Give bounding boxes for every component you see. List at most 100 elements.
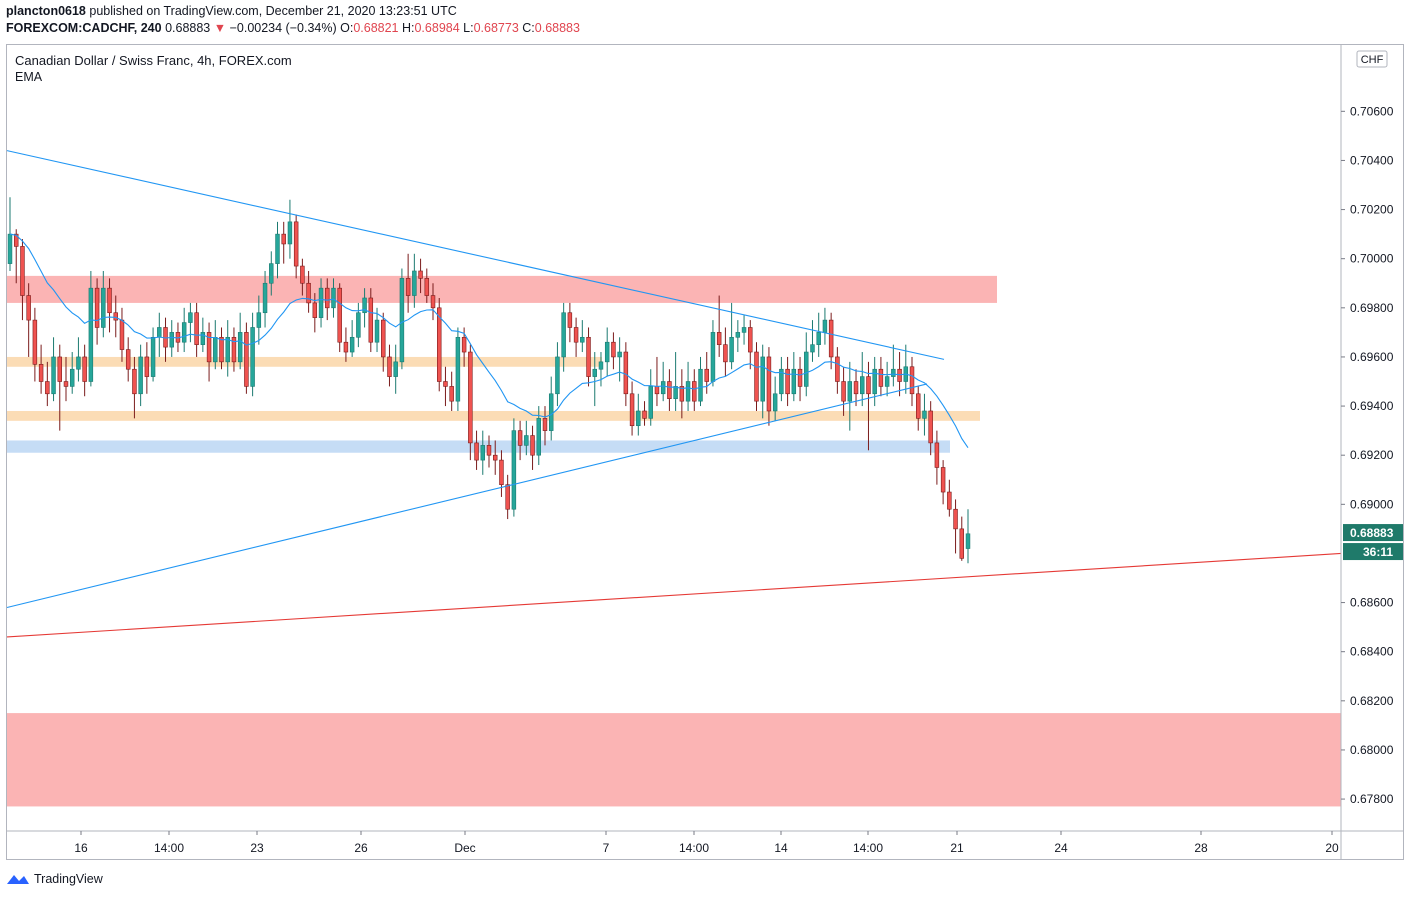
candle-body: [188, 312, 193, 323]
candle-body: [517, 430, 523, 446]
candle-body: [816, 332, 821, 345]
candle-body: [387, 356, 392, 377]
price-tick-label: 0.67800: [1350, 792, 1394, 806]
time-tick-label: 26: [354, 841, 368, 855]
candle-body: [866, 376, 871, 395]
candle-body: [82, 356, 87, 382]
candle-body: [636, 410, 641, 427]
ascending-trendline: [6, 383, 928, 609]
candle-body: [604, 341, 610, 363]
candle-body: [623, 351, 629, 395]
candle-body: [393, 361, 398, 377]
candle-body: [928, 410, 933, 444]
candle-body: [548, 393, 554, 431]
candle-body: [791, 368, 797, 395]
time-tick-label: 16: [74, 841, 88, 855]
price-tick-label: 0.68000: [1350, 743, 1394, 757]
candle-body: [349, 336, 355, 353]
last-price: 0.68883: [165, 21, 211, 35]
candle-body: [275, 233, 280, 264]
candle-body: [822, 319, 828, 333]
candle-body: [132, 368, 137, 395]
candle-body: [716, 332, 722, 345]
candle-body: [262, 282, 268, 314]
candle-body: [362, 297, 367, 314]
candle-body: [206, 332, 212, 363]
candle-body: [101, 287, 106, 328]
candle-body: [872, 368, 877, 395]
candle-body: [7, 233, 13, 264]
candle-body: [269, 263, 274, 284]
candle-body: [312, 302, 318, 318]
price-tick-label: 0.69000: [1350, 497, 1394, 511]
price-tick-label: 0.68400: [1350, 645, 1394, 659]
candle-body: [760, 356, 765, 402]
candle-body: [841, 381, 846, 402]
candle-body: [735, 332, 741, 338]
published-text: published on TradingView.com, December 2…: [89, 4, 457, 18]
open-value: 0.68821: [353, 21, 399, 35]
candle-body: [835, 356, 840, 382]
candle-body: [729, 336, 734, 363]
author-name[interactable]: plancton0618: [6, 4, 86, 18]
candle-body: [150, 336, 156, 377]
chart-frame: [6, 44, 1404, 860]
footer-brand[interactable]: TradingView: [6, 872, 103, 886]
candle-body: [325, 287, 330, 309]
candle-body: [853, 381, 859, 395]
candle-body: [405, 278, 411, 296]
candle-body: [916, 393, 921, 419]
price-tick-label: 0.68600: [1350, 596, 1394, 610]
candle-body: [710, 332, 716, 382]
high-label: H:: [401, 21, 415, 35]
candle-body: [13, 233, 19, 247]
candle-body: [909, 366, 915, 395]
candle-body: [536, 418, 541, 456]
price-tick-label: 0.69400: [1350, 399, 1394, 413]
candle-body: [499, 459, 504, 485]
candle-body: [437, 307, 442, 382]
candle-body: [785, 368, 790, 395]
candle-body: [119, 319, 125, 350]
price-tick-label: 0.70600: [1350, 104, 1394, 118]
countdown-tag: [1343, 543, 1403, 561]
candle-body: [138, 356, 143, 395]
price-tick-label: 0.70400: [1350, 153, 1394, 167]
symbol-info: FOREXCOM:CADCHF, 240 0.68883 ▼ −0.00234 …: [6, 21, 580, 35]
candle-body: [169, 332, 174, 348]
candle-body: [468, 351, 473, 444]
candle-body: [281, 233, 286, 245]
candle-body: [94, 287, 100, 328]
price-tick-label: 0.68200: [1350, 694, 1394, 708]
candle-body: [692, 381, 697, 402]
candle-body: [567, 312, 573, 328]
candle-body: [617, 351, 622, 358]
candle-body: [766, 356, 772, 412]
low-value: 0.68773: [473, 21, 519, 35]
candle-body: [225, 336, 230, 363]
candle-body: [63, 381, 69, 387]
candle-body: [828, 319, 834, 358]
candle-body: [965, 533, 971, 549]
candle-body: [660, 381, 666, 395]
candle-body: [698, 368, 703, 402]
descending-trendline: [6, 150, 945, 360]
candle-body: [748, 327, 753, 353]
open-label: O:: [340, 21, 354, 35]
candle-body: [38, 364, 44, 382]
close-label: C:: [522, 21, 535, 35]
indicator-label[interactable]: EMA: [15, 70, 43, 84]
candle-body: [723, 344, 728, 363]
candle-body: [959, 528, 965, 559]
candle-body: [381, 319, 386, 358]
candle-body: [754, 351, 759, 402]
time-tick-label: Dec: [454, 841, 475, 855]
time-tick-label: 20: [1325, 841, 1339, 855]
candle-body: [399, 278, 405, 363]
candle-body: [412, 270, 417, 296]
candle-body: [486, 445, 492, 456]
candle-body: [88, 287, 94, 382]
current-price-tag: [1343, 524, 1403, 542]
candle-body: [586, 336, 591, 377]
